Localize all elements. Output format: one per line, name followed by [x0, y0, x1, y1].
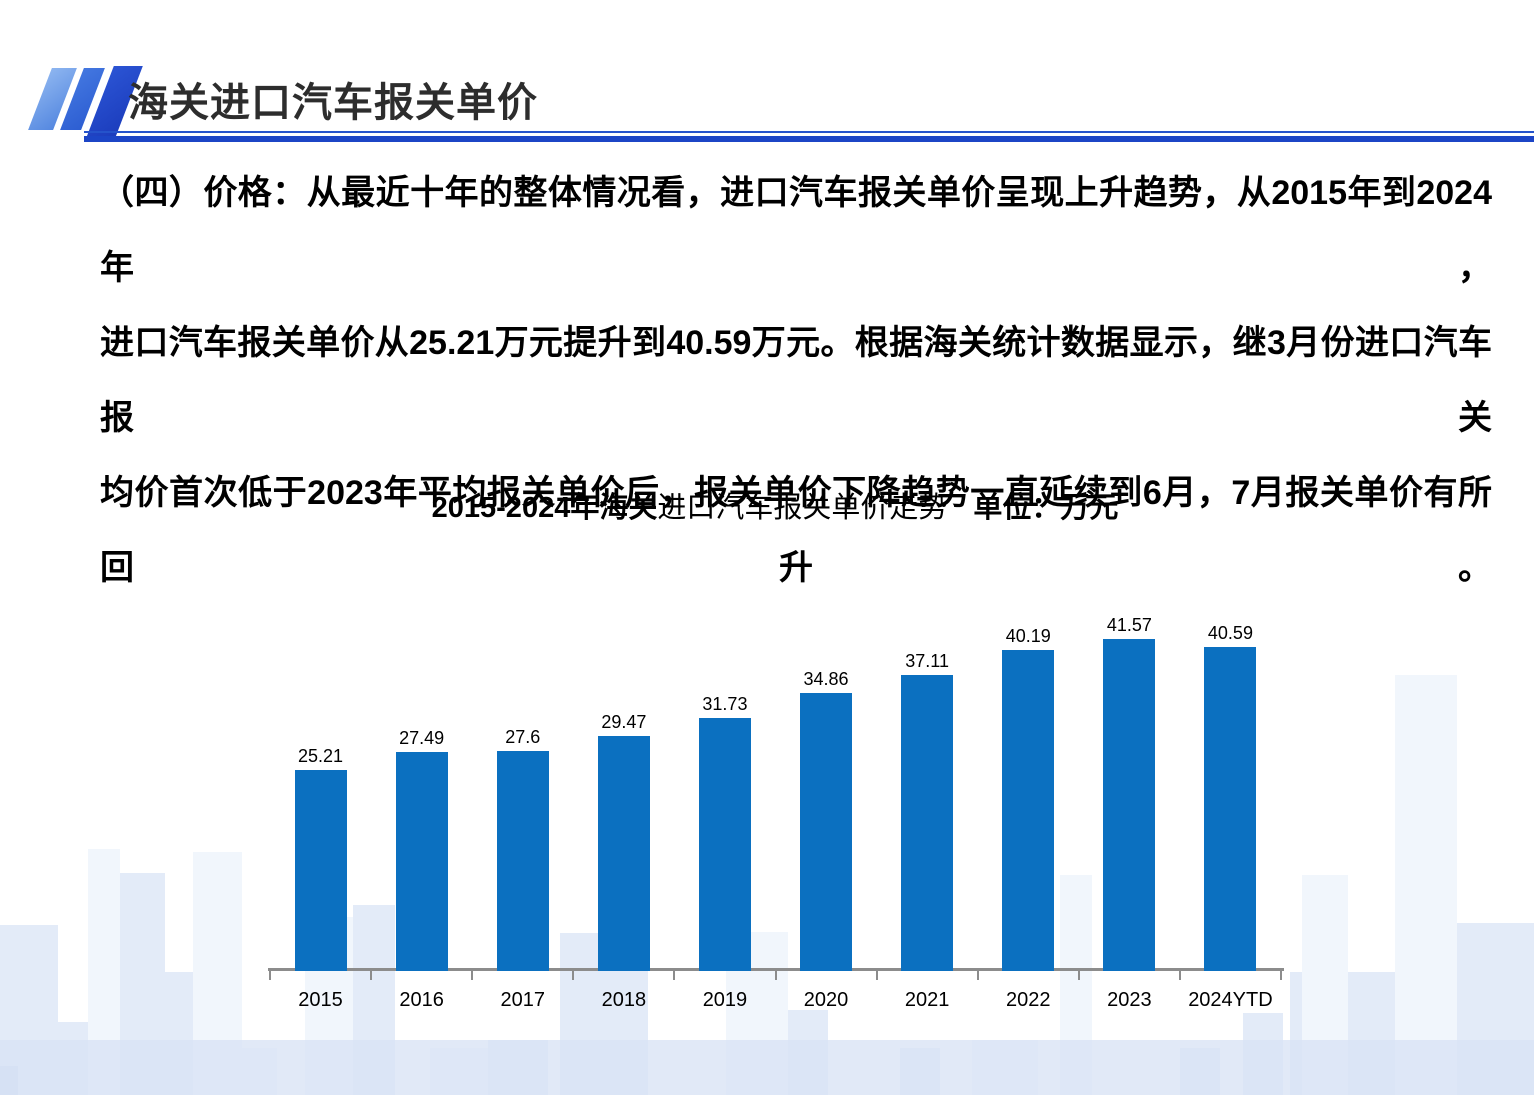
x-axis-tick	[774, 971, 777, 980]
bar-2022	[1002, 650, 1055, 971]
chart-title-unit: 单位：万元	[973, 492, 1119, 524]
x-axis-tick	[976, 971, 979, 980]
x-axis-label-2024YTD: 2024YTD	[1188, 989, 1273, 1011]
value-label-2019: 31.73	[702, 694, 748, 714]
x-axis-label-2020: 2020	[803, 989, 849, 1011]
x-axis-label-2021: 2021	[904, 989, 950, 1011]
bottom-band-decoration	[0, 1040, 1534, 1095]
x-axis-tick	[572, 971, 575, 980]
bar-2024YTD	[1204, 647, 1257, 971]
x-axis-tick	[370, 971, 373, 980]
x-axis-label-2017: 2017	[500, 989, 545, 1011]
x-axis-tick	[471, 971, 474, 980]
body-paragraph: （四）价格：从最近十年的整体情况看，进口汽车报关单价呈现上升趋势，从2015年到…	[100, 156, 1492, 606]
value-label-2017: 27.6	[505, 727, 541, 747]
x-axis-tick	[875, 971, 878, 980]
x-axis-label-2019: 2019	[702, 989, 748, 1011]
value-label-2020: 34.86	[803, 669, 849, 689]
bar-2023	[1103, 639, 1156, 971]
value-label-2021: 37.11	[905, 651, 949, 671]
bar-2020	[800, 693, 853, 971]
bar-2019	[698, 718, 751, 971]
value-label-2016: 27.49	[399, 728, 445, 748]
chart-title: 2015-2024年海关进口汽车报关单价走势 单位：万元	[240, 484, 1310, 526]
header-rule-thick	[84, 136, 1534, 142]
bar-2018	[597, 736, 650, 971]
value-label-2024YTD: 40.59	[1207, 623, 1253, 643]
x-axis-label-2023: 2023	[1107, 989, 1152, 1011]
x-axis-label-2016: 2016	[399, 989, 444, 1011]
bar-2015	[294, 770, 347, 971]
chart-title-bold: 2015-2024年海关	[431, 492, 658, 524]
page-title-bold: 海关	[128, 81, 210, 125]
bar-2017	[496, 751, 549, 971]
value-label-2018: 29.47	[601, 712, 647, 732]
bar-2016	[395, 752, 448, 971]
x-axis-label-2022: 2022	[1005, 989, 1051, 1011]
page-title: 海关进口汽车报关单价	[128, 70, 538, 128]
skyline-building	[1395, 675, 1457, 1095]
x-axis-label-2018: 2018	[601, 989, 647, 1011]
x-axis-line	[268, 968, 1284, 971]
x-axis-tick	[269, 971, 271, 980]
chart-title-regular: 进口汽车报关单价走势	[657, 492, 948, 524]
value-label-2023: 41.57	[1106, 615, 1152, 635]
x-axis-tick	[673, 971, 676, 980]
body-line: （四）价格：从最近十年的整体情况看，进口汽车报关单价呈现上升趋势，从2015年到…	[100, 174, 1492, 287]
header-rule-thin	[84, 131, 1534, 133]
slide-header: 海关进口汽车报关单价	[0, 0, 1534, 150]
bar-2021	[901, 675, 954, 971]
x-axis-tick	[1280, 971, 1282, 980]
bar-chart-plot: 25.21 2015 27.49 2016 27.6 2017 29.47 2018 31.73…	[268, 600, 1284, 1011]
page-title-rest: 进口汽车报关单价	[210, 81, 538, 125]
value-label-2022: 40.19	[1005, 626, 1051, 646]
value-label-2015: 25.21	[298, 746, 344, 766]
x-axis-tick	[1178, 971, 1181, 980]
x-axis-tick	[1077, 971, 1080, 980]
body-line: 进口汽车报关单价从25.21万元提升到40.59万元。根据海关统计数据显示，继3…	[100, 324, 1492, 437]
body-line: 均价首次低于2023年平均报关单价后，报关单价下降趋势一直延续到6月，7月报关单…	[100, 474, 1492, 587]
x-axis-label-2015: 2015	[298, 989, 343, 1011]
